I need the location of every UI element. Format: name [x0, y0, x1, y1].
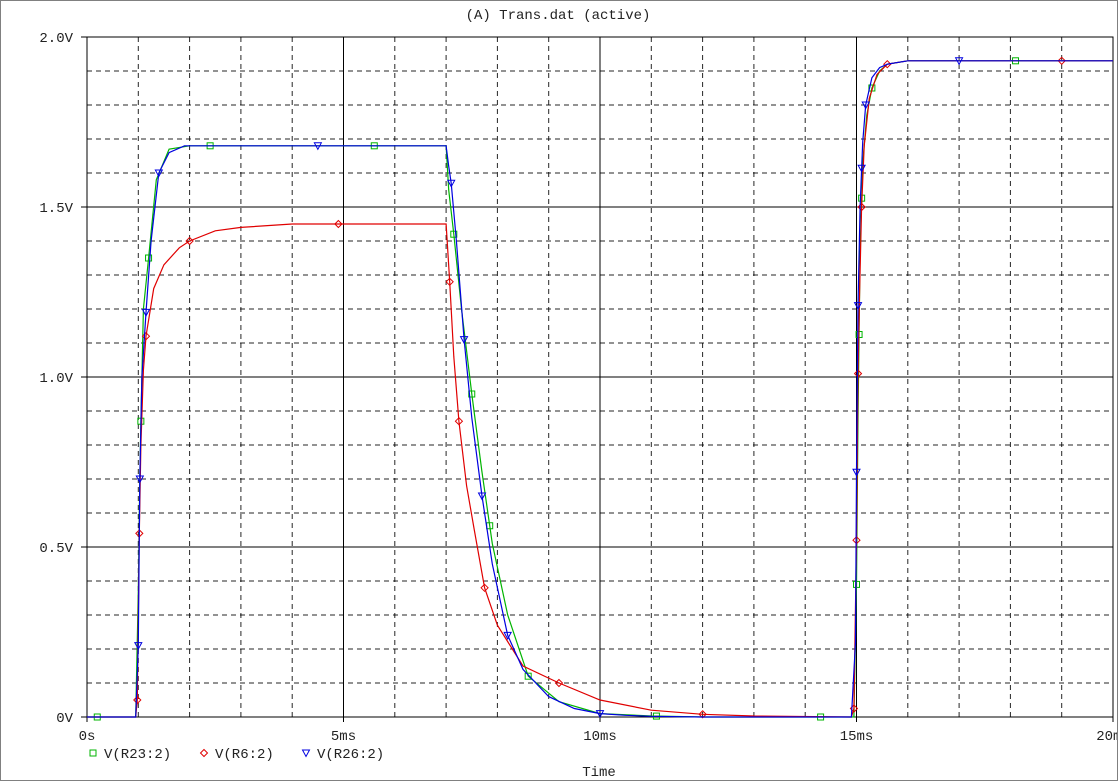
x-tick-label: 15ms — [840, 729, 874, 745]
legend-marker — [199, 748, 209, 758]
y-axis-tick-labels: 0V 0.5V 1.0V 1.5V 2.0V — [39, 31, 87, 727]
series-point — [145, 254, 153, 262]
plot-title: (A) Trans.dat (active) — [466, 8, 651, 24]
series-line — [87, 60, 1113, 718]
series-point — [954, 57, 964, 66]
legend-label: V(R26:2) — [317, 747, 384, 763]
series-point — [503, 631, 512, 640]
series-point — [459, 336, 469, 345]
y-tick-label: 2.0V — [39, 31, 73, 47]
series-point — [185, 236, 194, 246]
x-axis-tick-labels: 0s 5ms 10ms 15ms 20ms — [79, 717, 1117, 745]
series-point — [524, 672, 532, 680]
series-point — [480, 583, 489, 593]
y-tick-label: 1.5V — [39, 201, 73, 217]
series-point — [861, 101, 871, 110]
x-tick-label: 5ms — [331, 729, 356, 745]
legend-marker — [89, 749, 97, 757]
series-point — [135, 475, 145, 484]
x-tick-label: 20ms — [1096, 729, 1117, 745]
series-point — [883, 59, 892, 69]
series-point — [853, 369, 863, 378]
legend-marker — [301, 749, 311, 758]
series-point — [445, 277, 454, 287]
x-tick-label: 0s — [79, 729, 96, 745]
series-layer — [87, 56, 1113, 721]
series-point — [154, 169, 164, 178]
legend-label: V(R23:2) — [104, 747, 171, 763]
legend: V(R23:2) V(R6:2) V(R26:2) — [89, 747, 384, 763]
x-tick-label: 10ms — [583, 729, 617, 745]
series-point — [477, 492, 487, 501]
series-line — [87, 60, 1113, 718]
series-point — [853, 580, 860, 588]
series-point — [446, 179, 456, 188]
legend-label: V(R6:2) — [215, 747, 274, 763]
series-point — [554, 678, 564, 688]
y-tick-label: 0.5V — [39, 541, 73, 557]
x-axis-label: Time — [582, 765, 616, 780]
y-tick-label: 0V — [56, 711, 73, 727]
series-point — [454, 416, 464, 426]
series-point — [698, 710, 707, 719]
series-point — [313, 142, 323, 151]
series-point — [450, 230, 458, 238]
series-point — [133, 642, 143, 651]
series-point — [1057, 56, 1066, 66]
series-point — [857, 202, 866, 212]
series-point — [468, 390, 476, 398]
series-point — [857, 164, 866, 173]
series-point — [133, 695, 142, 705]
series-point — [141, 331, 151, 341]
y-tick-label: 1.0V — [39, 371, 73, 387]
series-point — [852, 468, 861, 477]
series-point — [141, 308, 151, 317]
series-point — [595, 710, 605, 719]
series-point — [334, 219, 343, 229]
series-point — [853, 302, 863, 311]
series-3 — [87, 57, 1113, 719]
